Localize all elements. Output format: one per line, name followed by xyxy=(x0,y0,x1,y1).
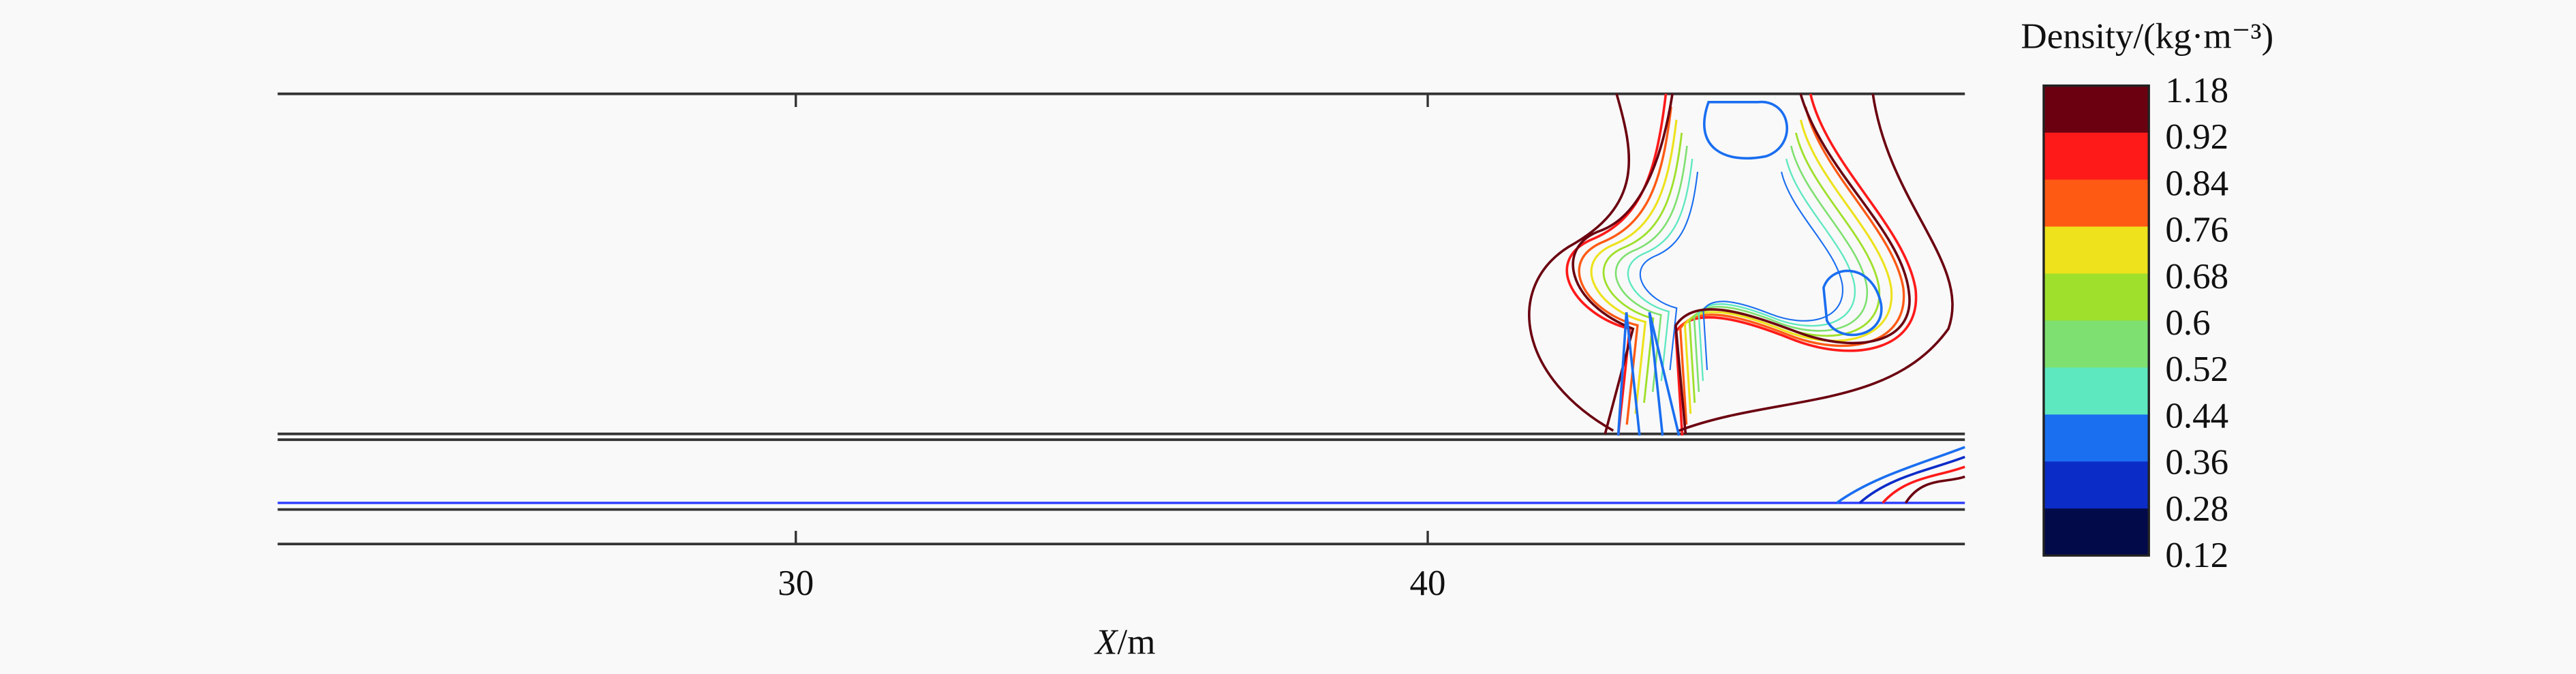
colorbar-label: 0.52 xyxy=(2165,350,2228,389)
contour-line xyxy=(1858,455,1965,504)
colorbar-band xyxy=(2043,273,2149,322)
colorbar-label: 0.44 xyxy=(2165,396,2228,435)
contour-line xyxy=(1578,106,1905,425)
colorbar-band xyxy=(2043,508,2149,556)
colorbar-label: 0.12 xyxy=(2165,536,2228,575)
colorbar-label: 0.92 xyxy=(2165,117,2228,157)
colorbar-frame xyxy=(2042,84,2150,557)
contour-line xyxy=(1616,311,1681,436)
contour-line xyxy=(1904,475,1965,504)
x-tick-label: 30 xyxy=(778,564,814,603)
colorbar-title: Density/(kg·m⁻³) xyxy=(2021,16,2273,56)
colorbar-label: 0.76 xyxy=(2165,211,2228,250)
colorbar-label: 0.36 xyxy=(2165,443,2228,482)
colorbar-band xyxy=(2043,132,2149,181)
colorbar-band xyxy=(2043,226,2149,275)
contour-line xyxy=(1822,269,1883,337)
x-tick-label: 40 xyxy=(1410,564,1446,603)
contour-line xyxy=(1590,119,1893,414)
contour-line xyxy=(1703,100,1788,160)
contour-line xyxy=(1882,465,1965,504)
colorbar-band xyxy=(2043,85,2149,134)
x-axis-label: X/m xyxy=(1094,623,1155,662)
colorbar-label: 1.18 xyxy=(2165,71,2228,110)
colorbar-band xyxy=(2043,320,2149,369)
contour-line xyxy=(1614,145,1869,393)
colorbar-band xyxy=(2043,461,2149,509)
contour-line xyxy=(1565,93,1918,436)
colorbar-label: 0.68 xyxy=(2165,257,2228,296)
colorbar-label: 0.84 xyxy=(2165,164,2228,203)
colorbar-label: 0.28 xyxy=(2165,489,2228,529)
colorbar-label: 0.6 xyxy=(2165,303,2210,343)
x-label-var: X xyxy=(1094,623,1119,662)
contour-line xyxy=(1571,93,1911,435)
contour-plot xyxy=(1528,93,1965,504)
contour-line xyxy=(1528,93,1954,432)
x-label-unit: /m xyxy=(1118,623,1156,662)
axes-frame xyxy=(277,92,1965,546)
contour-line xyxy=(1639,171,1843,371)
contour-line xyxy=(1627,158,1856,382)
colorbar-band xyxy=(2043,179,2149,228)
colorbar-band xyxy=(2043,367,2149,416)
contour-line xyxy=(1836,446,1965,504)
colorbar-band xyxy=(2043,414,2149,462)
